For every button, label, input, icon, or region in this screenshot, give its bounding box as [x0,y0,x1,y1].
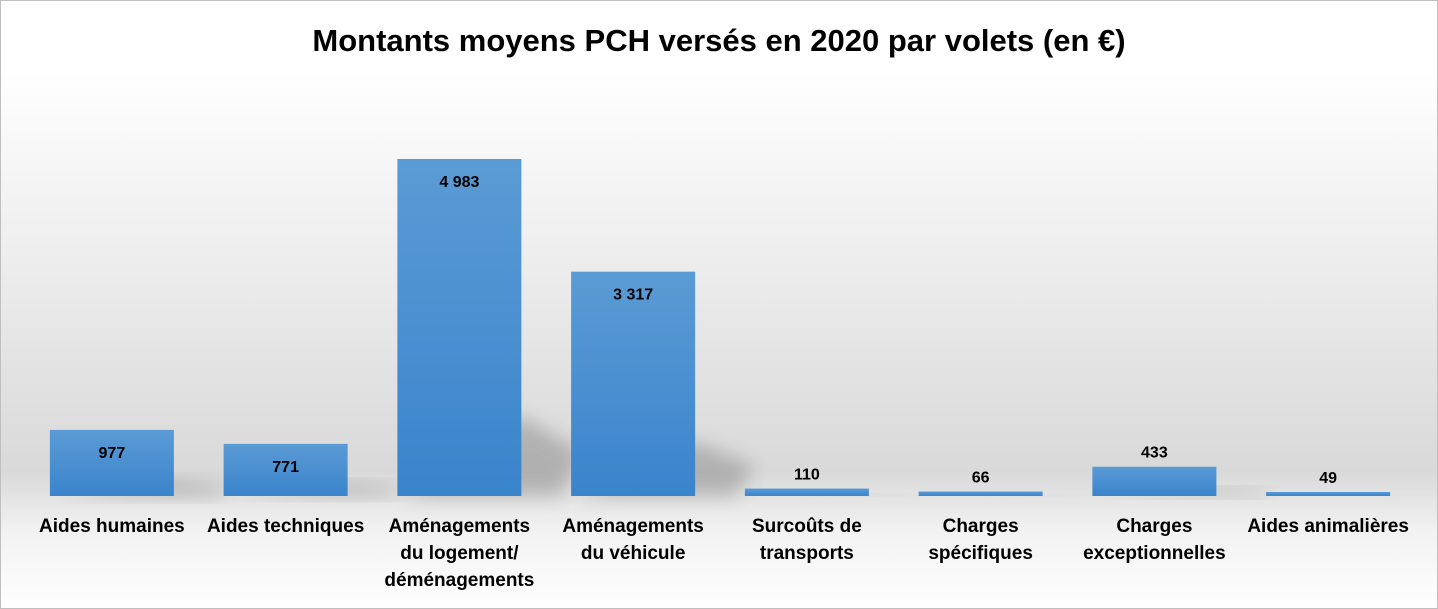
data-label: 3 317 [613,287,653,304]
data-label: 110 [794,467,820,484]
data-label: 4 983 [439,174,479,191]
bars [49,159,1391,496]
bar [1266,492,1391,496]
bar [918,491,1043,496]
data-label: 977 [99,445,126,462]
data-label: 771 [272,459,299,476]
category-label: Aides techniques [206,516,365,537]
data-label: 66 [972,470,990,487]
bar [744,488,869,496]
category-label: Charges spécifiques [928,516,1033,564]
category-label: Surcoûts de transports [751,516,862,564]
bar [571,271,696,496]
category-label: Charges exceptionnelles [1083,516,1226,564]
category-label: Aménagements du véhicule [562,516,704,564]
category-label: Aides humaines [39,516,185,537]
category-label: Aménagements du logement/ déménagements [384,516,535,591]
data-label: 433 [1141,445,1168,462]
bar [49,429,174,496]
chart-title: Montants moyens PCH versés en 2020 par v… [312,23,1126,58]
category-label: Aides animalières [1247,516,1409,537]
data-label: 49 [1319,470,1337,487]
bar [397,159,522,496]
bar [223,443,348,496]
bar [1092,466,1217,496]
data-labels: 977 771 4 983 3 317 110 66 433 49 [99,174,1338,487]
